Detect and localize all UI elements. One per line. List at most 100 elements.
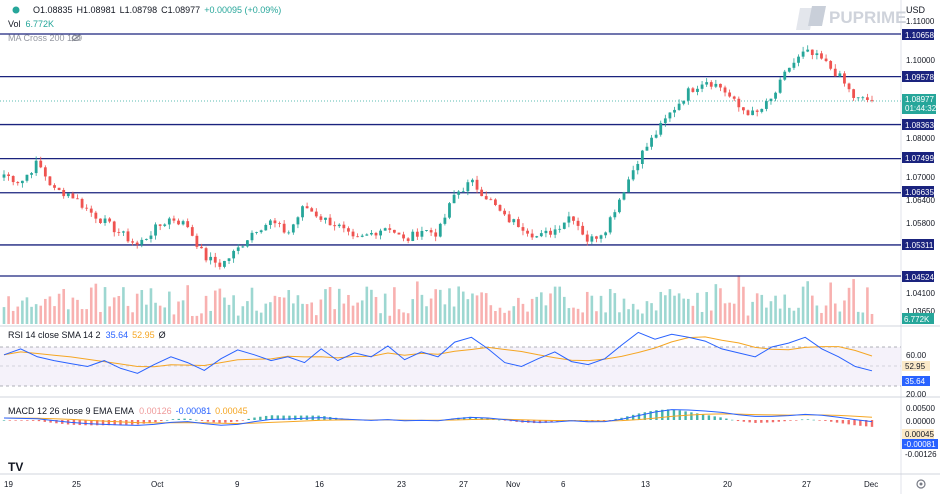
rsi-line — [3, 331, 873, 374]
ma-cross-label[interactable]: MA Cross 200 100 — [8, 33, 82, 43]
volume-bar — [218, 288, 222, 324]
volume-bar — [2, 307, 6, 324]
candle-body — [466, 182, 470, 192]
price-tick: 1.07000 — [906, 173, 935, 182]
volume-bar — [57, 293, 61, 324]
volume-bar — [737, 275, 741, 324]
macd-histogram-bar — [841, 420, 845, 424]
candle-body — [484, 196, 488, 200]
macd-histogram-bar — [713, 416, 716, 420]
volume-bar — [71, 297, 75, 324]
macd-histogram-bar — [90, 420, 93, 426]
macd-histogram-bar — [2, 420, 6, 421]
volume-bar — [259, 312, 263, 324]
candle-body — [737, 98, 741, 108]
volume-bar — [466, 299, 470, 324]
volume-bar — [677, 293, 681, 324]
candle-body — [553, 229, 557, 235]
candle-body — [324, 217, 327, 220]
candle-body — [686, 88, 690, 101]
macd-histogram-bar — [725, 418, 728, 420]
candle-body — [516, 219, 520, 228]
macd-histogram-bar — [544, 420, 547, 423]
volume-bar — [241, 306, 245, 324]
candle-body — [255, 232, 258, 233]
candle-body — [291, 224, 295, 233]
candle-body — [296, 217, 300, 225]
candle-body — [2, 174, 6, 178]
macd-histogram-bar — [218, 420, 221, 423]
candle-body — [149, 235, 153, 239]
volume-bar — [292, 303, 295, 324]
candle-body — [599, 235, 603, 239]
rsi-ma-value: 52.95 — [132, 330, 155, 340]
level-badge: 1.05311 — [902, 239, 934, 250]
candle-body — [264, 224, 268, 231]
volume-bar — [21, 300, 24, 324]
volume-bar — [553, 286, 557, 324]
x-tick: 19 — [4, 480, 13, 489]
ohlc-low: L1.08798 — [120, 5, 158, 15]
rsi-tick: 60.00 — [906, 351, 927, 360]
svg-text:6.772K: 6.772K — [904, 315, 930, 324]
macd-histogram-bar — [795, 420, 798, 421]
macd-histogram-bar — [195, 419, 198, 421]
macd-label: MACD 12 26 close 9 EMA EMA — [8, 406, 134, 416]
macd-histogram-bar — [160, 420, 163, 422]
currency-label[interactable]: USD — [906, 5, 926, 15]
candle-body — [177, 220, 180, 225]
rsi-ma-line — [3, 336, 873, 368]
candle-body — [691, 88, 695, 92]
candle-body — [572, 216, 575, 221]
candle-body — [526, 230, 529, 234]
volume-bar — [425, 306, 428, 324]
macd-histogram-bar — [696, 413, 699, 420]
gear-icon[interactable] — [916, 479, 926, 489]
volume-bar — [305, 304, 309, 324]
volume-bar — [135, 293, 139, 324]
candle-body — [581, 225, 585, 235]
volume-bar — [471, 293, 474, 324]
volume-bar — [66, 309, 70, 324]
volume-bar — [847, 287, 851, 324]
macd-histogram-bar — [503, 420, 507, 421]
candle-body — [696, 88, 699, 92]
level-badge: 1.09578 — [902, 71, 934, 82]
volume-bar — [89, 287, 93, 324]
support-resistance-levels — [0, 33, 901, 277]
volume-bar — [168, 291, 171, 324]
candle-body — [438, 223, 442, 237]
eye-off-icon[interactable] — [71, 34, 81, 42]
volume-bar — [420, 294, 424, 324]
macd-histogram-bar — [818, 420, 821, 421]
candle-body — [806, 49, 810, 52]
macd-histogram-bar — [783, 420, 786, 422]
volume-bar — [484, 293, 488, 324]
volume-bar — [158, 305, 162, 324]
volume-bar — [246, 301, 249, 324]
candle-body — [163, 224, 167, 226]
rsi-ma-badge: 52.95 — [902, 361, 930, 371]
price-tick: 1.10000 — [906, 56, 935, 65]
macd-line — [3, 409, 873, 426]
macd-hist-legend: 0.00126 — [139, 406, 172, 416]
volume-bar — [374, 296, 378, 324]
svg-text:35.64: 35.64 — [905, 377, 926, 386]
volume-bar — [668, 289, 672, 324]
volume-bar — [517, 297, 520, 324]
volume-bar — [278, 297, 281, 324]
candle-body — [30, 173, 33, 175]
candle-body — [135, 242, 139, 245]
svg-text:01:44:32: 01:44:32 — [905, 104, 937, 113]
candle-body — [402, 234, 405, 239]
volume-bar — [356, 302, 359, 324]
candle-body — [434, 232, 438, 237]
candle-body — [719, 83, 722, 88]
brand-text: PUPRIME — [829, 8, 906, 27]
volume-bar — [576, 308, 580, 324]
rsi-pane — [3, 331, 873, 374]
candle-body — [99, 218, 102, 223]
candle-body — [411, 231, 415, 241]
macd-line-badge: -0.00081 — [902, 439, 938, 449]
